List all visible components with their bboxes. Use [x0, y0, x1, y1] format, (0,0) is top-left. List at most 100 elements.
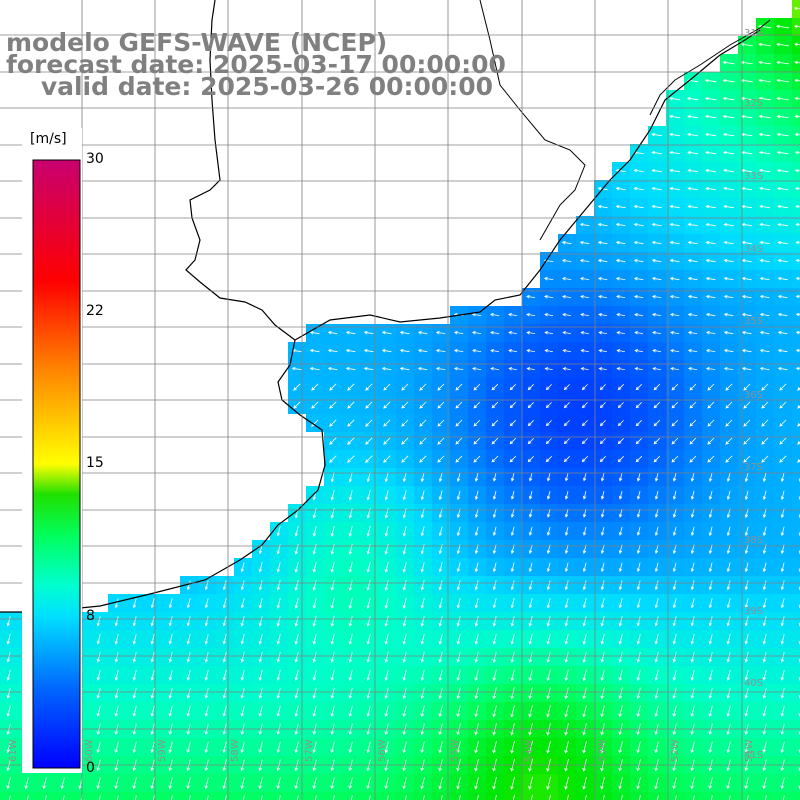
- wind-arrow: [618, 491, 623, 500]
- wind-arrow: [599, 384, 606, 391]
- wind-arrow: [708, 562, 713, 573]
- wind-arrow: [528, 669, 533, 682]
- wind-arrow: [114, 598, 119, 609]
- wind-arrow: [204, 777, 209, 790]
- wind-arrow: [26, 795, 29, 800]
- wind-arrow: [474, 651, 479, 664]
- wind-arrow: [437, 401, 445, 409]
- wind-arrow: [96, 741, 101, 754]
- wind-arrow: [723, 150, 735, 155]
- wind-arrow: [761, 437, 769, 445]
- wind-arrow: [687, 186, 698, 191]
- wind-arrow: [365, 383, 373, 391]
- wind-arrow: [582, 776, 587, 790]
- wind-arrow: [472, 348, 482, 353]
- wind-arrow: [458, 795, 461, 800]
- wind-arrow: [309, 366, 320, 371]
- wind-arrow: [530, 794, 533, 800]
- wind-arrow: [726, 562, 731, 573]
- wind-arrow: [776, 132, 789, 137]
- wind-arrow: [762, 472, 767, 483]
- wind-arrow: [222, 705, 227, 717]
- wind-arrow: [345, 330, 356, 335]
- wind-arrow: [545, 384, 552, 391]
- wind-arrow: [777, 186, 789, 191]
- wind-arrow: [669, 168, 680, 173]
- colorbar-tick-30: 30: [86, 151, 104, 167]
- wind-cell: [162, 792, 180, 800]
- wind-arrow: [690, 634, 695, 645]
- wind-arrow: [708, 616, 713, 627]
- wind-arrow: [312, 777, 317, 790]
- wind-arrow: [402, 615, 407, 627]
- wind-arrow: [114, 777, 119, 790]
- wind-arrow: [474, 526, 479, 537]
- wind-arrow: [598, 349, 607, 353]
- colorbar-tick-22: 22: [86, 303, 104, 319]
- wind-arrow: [278, 795, 281, 800]
- wind-arrow: [759, 240, 770, 245]
- wind-arrow: [546, 473, 551, 482]
- wind-cell: [792, 558, 800, 576]
- wind-arrow: [704, 78, 717, 83]
- wind-arrow: [794, 60, 800, 65]
- wind-arrow: [170, 795, 173, 800]
- wind-arrow: [526, 367, 535, 371]
- wind-arrow: [330, 472, 335, 483]
- wind-arrow: [402, 669, 407, 681]
- wind-arrow: [419, 455, 427, 463]
- wind-arrow: [472, 367, 482, 371]
- wind-arrow: [674, 795, 677, 800]
- wind-arrow: [780, 526, 785, 537]
- wind-arrow: [779, 419, 787, 427]
- wind-arrow: [635, 384, 642, 391]
- wind-arrow: [420, 633, 425, 645]
- lon-label: 57W: [304, 739, 315, 762]
- wind-arrow: [636, 705, 641, 718]
- wind-arrow: [384, 651, 389, 663]
- wind-arrow: [690, 490, 695, 500]
- wind-arrow: [600, 687, 605, 700]
- wind-cell: [18, 792, 36, 800]
- wind-arrow: [744, 562, 749, 573]
- wind-arrow: [312, 525, 317, 537]
- wind-arrow: [652, 367, 661, 371]
- wind-arrow: [616, 331, 625, 335]
- wind-cell: [792, 576, 800, 594]
- wind-arrow: [794, 42, 800, 47]
- wind-arrow: [276, 633, 281, 645]
- wind-arrow: [240, 669, 245, 681]
- wind-arrow: [669, 132, 681, 137]
- wind-arrow: [669, 312, 680, 317]
- wind-arrow: [705, 366, 716, 371]
- wind-arrow: [669, 222, 680, 227]
- wind-arrow: [617, 456, 624, 463]
- wind-arrow: [744, 580, 749, 591]
- wind-arrow: [582, 473, 587, 482]
- wind-arrow: [240, 741, 245, 754]
- wind-arrow: [294, 705, 299, 718]
- wind-arrow: [762, 669, 767, 681]
- wind-arrow: [276, 597, 281, 609]
- wind-arrow: [188, 795, 191, 800]
- wind-cell: [180, 792, 198, 800]
- wind-arrow: [348, 579, 353, 592]
- wind-arrow: [384, 633, 389, 645]
- wind-arrow: [347, 437, 355, 445]
- wind-arrow: [366, 669, 371, 681]
- wind-cell: [792, 702, 800, 720]
- wind-arrow: [581, 420, 588, 427]
- wind-arrow: [438, 472, 443, 483]
- wind-arrow: [528, 598, 533, 609]
- wind-arrow: [669, 294, 680, 299]
- wind-arrow: [582, 669, 587, 682]
- wind-arrow: [548, 794, 551, 800]
- wind-arrow: [793, 6, 800, 11]
- wind-arrow: [492, 705, 497, 718]
- wind-arrow: [758, 168, 771, 173]
- lat-label: 33S: [744, 171, 764, 182]
- wind-arrow: [384, 705, 389, 718]
- wind-arrow: [581, 438, 588, 445]
- wind-arrow: [492, 490, 497, 500]
- wind-arrow: [707, 401, 715, 409]
